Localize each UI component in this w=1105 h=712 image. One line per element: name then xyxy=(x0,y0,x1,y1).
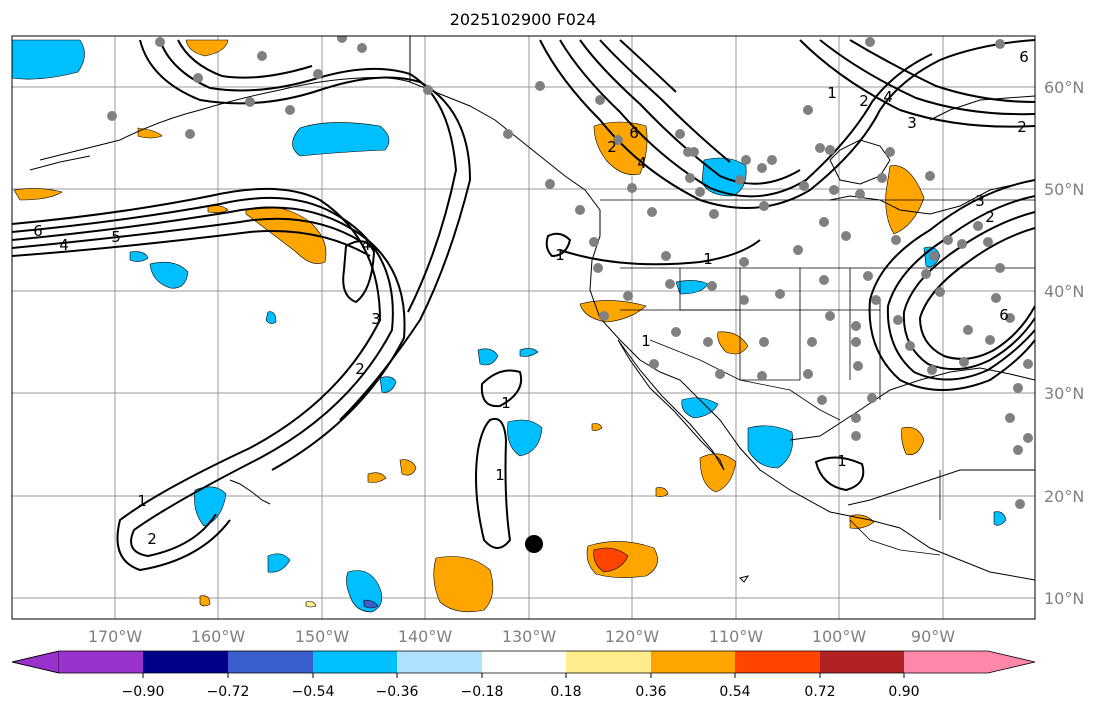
lon-label: 90°W xyxy=(911,627,955,646)
colorbar: −0.90 −0.72 −0.54 −0.36 −0.18 0.18 0.36 … xyxy=(11,650,1036,700)
colorbar-segment-9 xyxy=(820,651,904,673)
contour-label-1-b: 1 xyxy=(501,394,511,412)
contour-labels: 6 4 5 4 3 2 1 2 1 1 1 1 6 2 4 1 1 2 4 3 … xyxy=(33,48,1029,548)
colorbar-segment-0b xyxy=(59,651,143,673)
longitude-labels: 170°W 160°W 150°W 140°W 130°W 120°W 110°… xyxy=(88,627,955,646)
lon-label: 150°W xyxy=(295,627,350,646)
contour-label-6: 6 xyxy=(33,222,43,240)
colorbar-segment-10 xyxy=(904,651,1035,673)
contour-label-1-e: 1 xyxy=(703,250,713,268)
colorbar-segment-8 xyxy=(735,651,820,673)
lon-label: 160°W xyxy=(191,627,246,646)
height-contours xyxy=(12,39,1035,572)
map-frame xyxy=(11,35,1036,620)
contour-label-2-e: 2 xyxy=(1017,118,1027,136)
contour-label-2: 2 xyxy=(355,360,365,378)
map-title: 2025102900 F024 xyxy=(450,10,597,29)
lat-label: 20°N xyxy=(1044,487,1084,506)
coastlines xyxy=(29,36,1035,583)
contour-label-3: 3 xyxy=(371,310,381,328)
contour-label-1-f: 1 xyxy=(641,332,651,350)
marker-dot xyxy=(525,535,543,553)
contour-label-4-c: 4 xyxy=(637,154,647,172)
lon-label: 110°W xyxy=(709,627,764,646)
colorbar-tick-label: −0.72 xyxy=(207,684,250,700)
colorbar-segment-7 xyxy=(651,651,735,673)
contour-label-2-c: 2 xyxy=(607,138,617,156)
lat-label: 50°N xyxy=(1044,180,1084,199)
contour-label-1-h: 1 xyxy=(837,452,847,470)
lat-label: 60°N xyxy=(1044,78,1084,97)
lat-label: 10°N xyxy=(1044,589,1084,608)
colorbar-segment-6 xyxy=(566,651,651,673)
station-dots xyxy=(107,36,1033,509)
colorbar-tick-label: −0.36 xyxy=(376,684,419,700)
latitude-labels: 60°N 50°N 40°N 30°N 20°N 10°N xyxy=(1044,78,1084,608)
colorbar-tick-label: −0.54 xyxy=(292,684,335,700)
contour-label-1: 1 xyxy=(137,492,147,510)
colorbar-segment-1 xyxy=(143,651,228,673)
lon-label: 100°W xyxy=(812,627,867,646)
contour-label-2-f: 2 xyxy=(985,208,995,226)
colorbar-tick-label: 0.18 xyxy=(550,684,581,700)
contour-label-6-c: 6 xyxy=(1019,48,1029,66)
colorbar-segment-0 xyxy=(11,650,60,674)
contour-label-1-g: 1 xyxy=(827,84,837,102)
colorbar-tick-label: 0.90 xyxy=(888,684,919,700)
colorbar-tick-label: 0.36 xyxy=(635,684,666,700)
contour-label-6-b: 6 xyxy=(629,124,639,142)
colorbar-segment-5 xyxy=(482,651,566,673)
contour-label-4-b: 4 xyxy=(361,236,371,254)
contour-label-5: 5 xyxy=(111,228,121,246)
colorbar-outline xyxy=(11,650,1036,674)
contour-label-2-d: 2 xyxy=(859,92,869,110)
colorbar-tick-label: −0.18 xyxy=(461,684,504,700)
colorbar-tick-label: 0.72 xyxy=(804,684,835,700)
contour-label-4: 4 xyxy=(59,236,69,254)
negative-anomaly-shading xyxy=(12,39,1007,613)
colorbar-segment-2 xyxy=(228,651,313,673)
lon-label: 130°W xyxy=(502,627,557,646)
lat-label: 30°N xyxy=(1044,384,1084,403)
contour-label-1-c: 1 xyxy=(495,466,505,484)
colorbar-tick-label: 0.54 xyxy=(719,684,750,700)
colorbar-ticks xyxy=(142,673,905,678)
map-area xyxy=(12,36,1035,619)
colorbar-segment-3 xyxy=(313,651,397,673)
lat-label: 40°N xyxy=(1044,282,1084,301)
lon-label: 170°W xyxy=(88,627,143,646)
contour-label-6-d: 6 xyxy=(999,306,1009,324)
lon-label: 140°W xyxy=(398,627,453,646)
contour-label-2-b: 2 xyxy=(147,530,157,548)
lon-label: 120°W xyxy=(605,627,660,646)
colorbar-tick-label: −0.90 xyxy=(122,684,165,700)
contour-label-3-c: 3 xyxy=(975,192,985,210)
contour-label-4-d: 4 xyxy=(883,88,893,106)
contour-label-3-b: 3 xyxy=(907,114,917,132)
contour-label-1-d: 1 xyxy=(555,246,565,264)
colorbar-segment-4 xyxy=(397,651,482,673)
